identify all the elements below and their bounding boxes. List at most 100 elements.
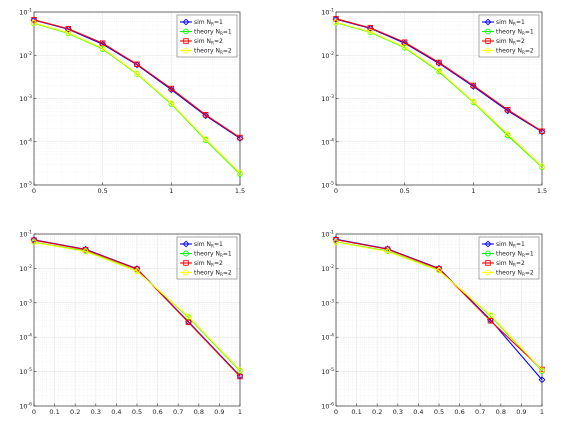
series-point-4 (99, 45, 106, 52)
series-point-3 (237, 134, 243, 141)
y-tick-label: 10-3 (19, 94, 32, 103)
series-point-3 (367, 25, 374, 31)
legend-marker-4 (183, 269, 189, 276)
series-point-3 (31, 17, 37, 23)
legend-marker-3 (485, 260, 491, 266)
series-point-3 (333, 15, 339, 22)
series-point-3 (333, 237, 339, 243)
x-tick-label: 0.6 (454, 408, 464, 416)
y-tick-label: 10-1 (321, 230, 334, 239)
legend-marker-3 (183, 260, 189, 266)
series-point-4 (539, 163, 545, 170)
series-point-4 (65, 29, 72, 36)
series-line-3 (33, 19, 241, 139)
series-line-4 (335, 241, 543, 371)
x-tick-label: 0.3 (393, 408, 403, 416)
series-point-4 (487, 312, 494, 318)
series-point-4 (384, 248, 391, 255)
legend-marker-4 (485, 269, 491, 276)
legend-marker-1 (182, 240, 190, 248)
y-tick-label: 10-4 (19, 333, 32, 342)
series-point-3 (539, 128, 545, 134)
series-point-4 (202, 136, 209, 142)
series-point-4 (401, 44, 408, 50)
series-point-3 (202, 112, 209, 118)
x-tick-label: 0.4 (111, 408, 121, 416)
series-point-3 (185, 319, 192, 326)
y-tick-label: 10-2 (321, 51, 334, 60)
y-tick-label: 10-5 (321, 181, 334, 190)
x-tick-label: 1 (169, 187, 173, 195)
x-tick-label: 0.7 (475, 408, 485, 416)
y-tick-label: 10-5 (19, 181, 32, 190)
legend-label-4: theory NR=2 (194, 48, 232, 56)
x-tick-label: 0.8 (194, 408, 204, 416)
series-point-3 (470, 82, 477, 89)
legend-label-4: theory NR=2 (496, 270, 534, 278)
x-tick-label: 1.5 (537, 187, 547, 195)
series-point-4 (436, 267, 442, 274)
series-point-1 (538, 376, 546, 384)
y-tick-label: 10-6 (321, 402, 334, 411)
legend-label-2: theory NR=1 (194, 251, 232, 259)
series-point-4 (31, 239, 37, 246)
series-point-3 (65, 25, 72, 32)
series-line-4 (33, 241, 241, 371)
y-tick-label: 10-1 (321, 8, 334, 17)
chart-panel-3: 0 0.1 0.2 0.3 0.4 0.5 0.6 0.7 0.8 0.9 1 10-6 10-5 10-… (19, 230, 244, 416)
legend-marker-2 (183, 250, 189, 257)
series-line-3 (335, 18, 543, 132)
series-point-3 (487, 318, 494, 324)
series-point-4 (333, 239, 339, 245)
legend-marker-4 (183, 47, 189, 54)
legend-label-3: sim NR=2 (496, 38, 525, 46)
series-line-3 (335, 239, 543, 370)
y-tick-label: 10-5 (19, 367, 32, 376)
legend-label-1: sim NR=1 (194, 19, 223, 27)
series-point-4 (31, 20, 37, 26)
y-tick-label: 10-2 (19, 51, 32, 60)
x-tick-label: 1.5 (235, 187, 245, 195)
series-point-4 (436, 67, 442, 74)
chart-panel-1: 0 0.5 1 1.5 10-5 10-4 10-3 10-2 10-1 sim NR=1 theo… (19, 8, 245, 196)
series-point-4 (504, 131, 511, 137)
legend-label-2: theory NR=1 (496, 251, 534, 259)
x-tick-label: 0.2 (372, 408, 382, 416)
y-tick-label: 10-4 (321, 333, 334, 342)
legend-label-3: sim NR=2 (194, 38, 223, 46)
legend-label-1: sim NR=1 (194, 241, 223, 249)
series-point-4 (134, 268, 140, 275)
series-point-4 (82, 248, 89, 255)
x-tick-label: 0.2 (70, 408, 80, 416)
legend-label-3: sim NR=2 (194, 260, 223, 268)
legend-marker-1 (484, 240, 492, 248)
legend-label-2: theory NR=1 (496, 29, 534, 37)
series-point-3 (134, 61, 140, 67)
y-tick-label: 10-1 (19, 8, 32, 17)
series-line-4 (335, 21, 543, 167)
x-tick-label: 0.3 (91, 408, 101, 416)
y-tick-label: 10-1 (19, 230, 32, 239)
x-tick-label: 0 (32, 187, 36, 195)
x-tick-label: 0 (334, 187, 338, 195)
legend-label-4: theory NR=2 (496, 48, 534, 56)
legend-marker-1 (484, 18, 492, 26)
legend-label-1: sim NR=1 (496, 19, 525, 27)
x-tick-label: 0.1 (351, 408, 361, 416)
x-tick-label: 0.5 (399, 187, 409, 195)
legend-label-4: theory NR=2 (194, 270, 232, 278)
x-tick-label: 0.5 (434, 408, 444, 416)
x-tick-label: 0.6 (152, 408, 162, 416)
x-tick-label: 0.4 (413, 408, 423, 416)
x-tick-label: 0.7 (173, 408, 183, 416)
series-point-4 (237, 170, 243, 176)
x-tick-label: 0 (32, 408, 36, 416)
legend-label-2: theory NR=1 (194, 29, 232, 37)
chart-panel-4: 0 0.1 0.2 0.3 0.4 0.5 0.6 0.7 0.8 0.9 1 10-6 10-5 10-… (321, 230, 546, 416)
x-tick-label: 0.1 (49, 408, 59, 416)
legend-marker-2 (183, 28, 189, 35)
x-tick-label: 0.5 (132, 408, 142, 416)
